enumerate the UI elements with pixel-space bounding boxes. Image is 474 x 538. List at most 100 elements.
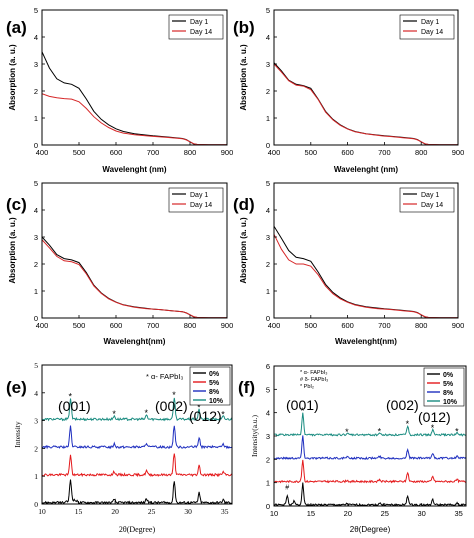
series-line xyxy=(274,435,466,461)
x-axis-label: Wavelenght (nm) xyxy=(102,165,166,174)
legend-label: 5% xyxy=(443,381,454,388)
y-tick-label: 5 xyxy=(266,6,270,15)
legend-box xyxy=(399,187,455,213)
y-tick-label: 3 xyxy=(266,432,270,441)
x-axis-label: 2θ(Degree) xyxy=(350,525,391,534)
y-tick-label: 0 xyxy=(266,141,270,150)
x-tick-label: 25 xyxy=(381,509,389,518)
panel-label: (f) xyxy=(238,378,255,397)
y-axis-label: Absorption (a. u.) xyxy=(8,217,17,284)
x-tick-label: 30 xyxy=(418,509,426,518)
x-tick-label: 10 xyxy=(270,509,278,518)
peak-marker: * xyxy=(431,423,435,433)
series-line xyxy=(42,236,227,318)
y-tick-label: 2 xyxy=(266,455,270,464)
x-tick-label: 800 xyxy=(184,148,197,157)
y-tick-label: 3 xyxy=(34,417,38,426)
x-axis-label: Wavelenght(nm) xyxy=(335,337,397,346)
y-axis-label: Intensity xyxy=(13,421,22,447)
x-tick-label: 600 xyxy=(110,148,123,157)
y-tick-label: 1 xyxy=(34,287,38,296)
x-tick-label: 700 xyxy=(378,321,391,330)
y-tick-label: 3 xyxy=(266,60,270,69)
panel-d: (d) 400 500 600 700 800 900 0 1 2 3 4 5 Wavelenght(nm… xyxy=(233,179,464,346)
x-tick-label: 400 xyxy=(36,148,49,157)
x-tick-label: 500 xyxy=(305,321,318,330)
legend-box xyxy=(168,187,224,213)
x-tick-label: 900 xyxy=(452,321,465,330)
x-tick-label: 900 xyxy=(452,148,465,157)
legend-label: Day 14 xyxy=(421,29,443,36)
y-tick-label: 4 xyxy=(34,206,38,215)
x-axis-label: Wavelenght (nm) xyxy=(334,165,398,174)
panel-a: (a) 400 500 600 700 800 900 0 1 2 3 4 5 Wavelenght (n… xyxy=(6,6,233,174)
peak-marker: * xyxy=(197,403,201,413)
series-line xyxy=(42,239,227,318)
peak-legend: * PbI₂ xyxy=(300,384,314,390)
legend-label: Day 14 xyxy=(190,202,212,209)
legend-label: Day 1 xyxy=(421,19,439,26)
panel-label: (e) xyxy=(6,378,27,397)
y-tick-label: 3 xyxy=(34,60,38,69)
series-line xyxy=(274,412,466,437)
series-line xyxy=(42,479,232,504)
plot-frame xyxy=(41,182,228,319)
legend-label: Day 1 xyxy=(421,192,439,199)
y-tick-label: 0 xyxy=(34,141,38,150)
panel-label: (a) xyxy=(6,18,27,37)
panel-e: (e) ** ****(001) (002)(012)10 15 20 25 30 350123… xyxy=(6,361,233,534)
y-tick-label: 5 xyxy=(34,361,38,370)
x-tick-label: 800 xyxy=(415,148,428,157)
legend-label: 8% xyxy=(443,390,454,397)
y-axis-label: Absorption (a. u.) xyxy=(8,44,17,111)
x-tick-label: 35 xyxy=(454,509,462,518)
y-tick-label: 4 xyxy=(266,33,270,42)
y-tick-label: 3 xyxy=(34,233,38,242)
x-tick-label: 700 xyxy=(147,148,160,157)
x-axis-label: Wavelenght(nm) xyxy=(104,337,166,346)
x-tick-label: 400 xyxy=(268,148,281,157)
peak-marker: * xyxy=(455,426,459,436)
legend-label: 0% xyxy=(209,371,220,378)
plot-frame xyxy=(273,182,459,319)
legend-box xyxy=(168,14,224,40)
y-tick-label: 0 xyxy=(34,314,38,323)
legend-label: Day 1 xyxy=(190,192,208,199)
x-tick-label: 15 xyxy=(307,509,315,518)
peak-marker: * xyxy=(301,406,305,416)
y-tick-label: 0 xyxy=(266,502,270,511)
x-axis-label: 2θ(Degree) xyxy=(119,525,156,534)
series-line xyxy=(274,234,458,318)
x-tick-label: 400 xyxy=(268,321,281,330)
peak-marker: * xyxy=(406,419,410,429)
series-line xyxy=(42,397,232,422)
y-axis-label: Intensity(a.u.) xyxy=(250,414,259,457)
peak-marker: * xyxy=(345,427,349,437)
plot-frame xyxy=(273,9,459,146)
x-tick-label: 600 xyxy=(341,321,354,330)
x-tick-label: 500 xyxy=(73,321,86,330)
series-line xyxy=(274,62,458,145)
x-tick-label: 25 xyxy=(148,507,156,516)
x-tick-label: 600 xyxy=(110,321,123,330)
peak-marker: * xyxy=(145,408,149,418)
series-line xyxy=(42,453,232,478)
y-tick-label: 5 xyxy=(34,179,38,188)
x-tick-label: 900 xyxy=(221,321,234,330)
x-tick-label: 400 xyxy=(36,321,49,330)
y-tick-label: 4 xyxy=(266,206,270,215)
x-tick-label: 20 xyxy=(111,507,119,516)
x-tick-label: 10 xyxy=(38,507,46,516)
y-tick-label: 5 xyxy=(266,385,270,394)
series-line xyxy=(42,93,227,145)
y-tick-label: 1 xyxy=(266,287,270,296)
delta-marker: # xyxy=(285,485,289,492)
y-tick-label: 4 xyxy=(34,389,38,398)
y-axis-label: Absorption (a. u.) xyxy=(239,44,248,111)
x-tick-label: 35 xyxy=(221,507,229,516)
legend-label: 8% xyxy=(209,389,220,396)
panel-label: (c) xyxy=(6,195,27,214)
peak-legend: * α- FAPbI₃ xyxy=(146,372,183,381)
x-tick-label: 20 xyxy=(344,509,352,518)
legend-label: 0% xyxy=(443,372,454,379)
